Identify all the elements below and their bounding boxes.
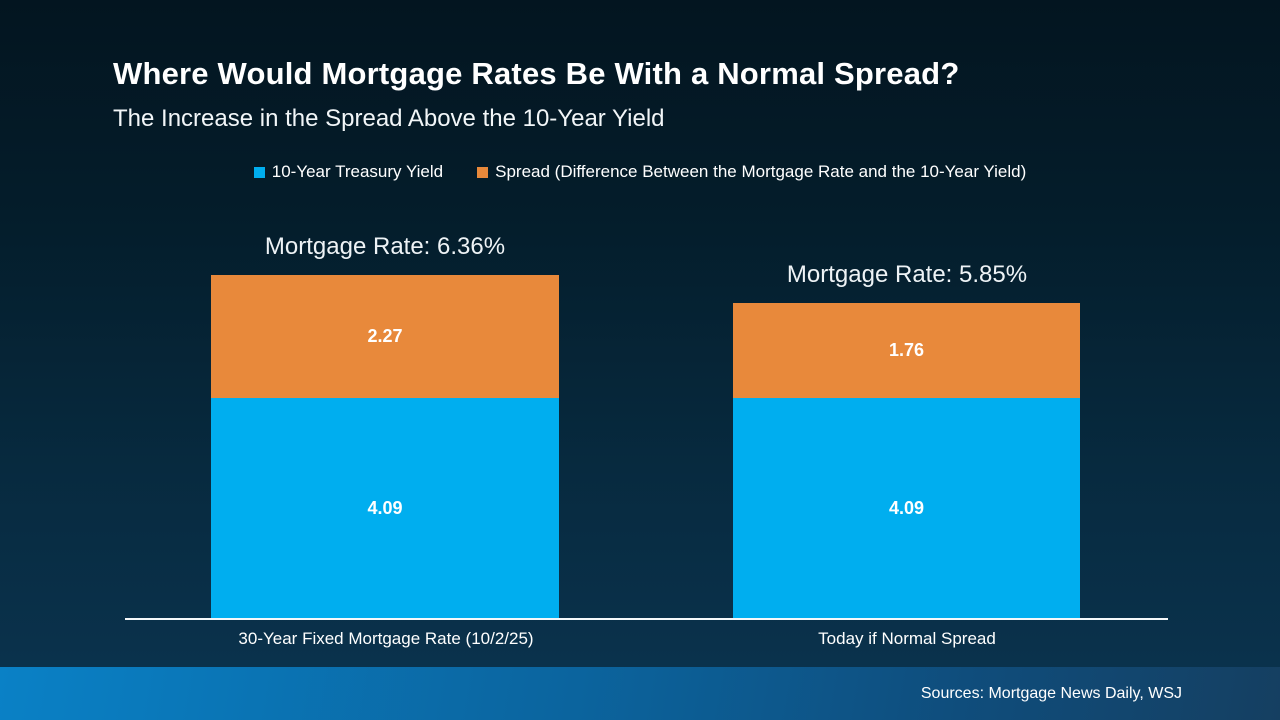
stacked-bar-normal-spread: 1.76 4.09 [733, 303, 1080, 619]
legend-label: 10-Year Treasury Yield [271, 162, 444, 181]
segment-value: 1.76 [888, 340, 925, 360]
bar-segment-treasury: 4.09 [733, 398, 1080, 619]
chart-legend: 10-Year Treasury Yield Spread (Differenc… [0, 162, 1280, 182]
bar-total-label-left: Mortgage Rate: 6.36% [264, 233, 506, 260]
orange-swatch-icon [477, 166, 489, 178]
page-title: Where Would Mortgage Rates Be With a Nor… [113, 56, 960, 91]
bar-segment-treasury: 4.09 [211, 398, 559, 619]
bar-segment-spread: 1.76 [733, 303, 1080, 398]
category-label-left: 30-Year Fixed Mortgage Rate (10/2/25) [238, 629, 534, 648]
sources-text: Sources: Mortgage News Daily, WSJ [920, 685, 1182, 702]
legend-label: Spread (Difference Between the Mortgage … [495, 162, 1027, 181]
page-subtitle: The Increase in the Spread Above the 10-… [113, 105, 665, 132]
footer-bar: Sources: Mortgage News Daily, WSJ [0, 667, 1280, 720]
category-label-right: Today if Normal Spread [818, 629, 996, 648]
legend-item-treasury: 10-Year Treasury Yield [253, 162, 444, 182]
x-axis-line [125, 618, 1168, 620]
segment-value: 4.09 [367, 498, 403, 518]
bar-segment-spread: 2.27 [211, 275, 559, 398]
segment-value: 2.27 [367, 326, 403, 346]
bar-total-label-right: Mortgage Rate: 5.85% [786, 261, 1028, 288]
segment-value: 4.09 [888, 498, 925, 518]
legend-item-spread: Spread (Difference Between the Mortgage … [477, 162, 1026, 182]
stacked-bar-current: 2.27 4.09 [211, 275, 559, 619]
blue-swatch-icon [253, 166, 265, 178]
